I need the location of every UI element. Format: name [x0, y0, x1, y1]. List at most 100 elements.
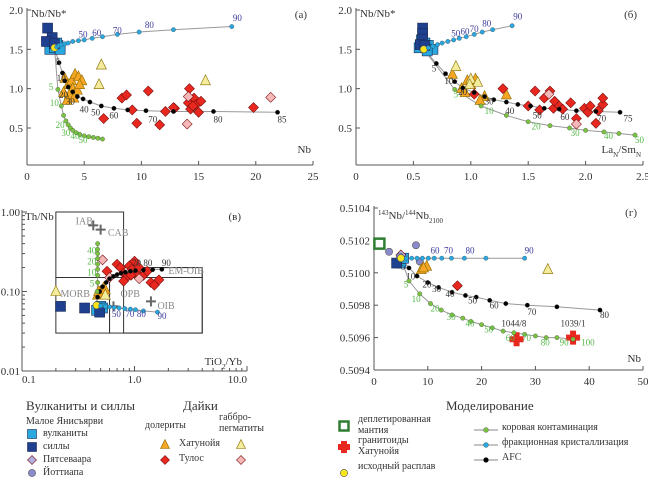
y-tick-label: 0.5 — [338, 123, 352, 135]
panel-label: (г) — [625, 207, 637, 219]
x-tick-label: 2.0 — [579, 171, 593, 183]
data-point — [451, 61, 461, 71]
x-axis-label: Nb — [298, 144, 312, 156]
model-step-label: 40 — [465, 318, 475, 328]
legend-dike-label: Тулос — [179, 453, 204, 464]
y-axis-label: 143Nb/144Nb2100 — [378, 209, 443, 225]
legend-model-symbol-label: гранитоиды Хатунойя — [358, 435, 448, 457]
y-tick-label: 1.0 — [9, 84, 23, 96]
model-point — [516, 102, 520, 106]
model-step-label: 75 — [623, 114, 633, 124]
model-point — [66, 41, 70, 45]
model-step-label: 70 — [148, 114, 158, 124]
model-point — [555, 305, 559, 309]
model-step-label: 50 — [635, 135, 645, 145]
model-step-label: 90 — [157, 311, 167, 321]
model-point — [123, 270, 127, 274]
x-tick-label: 10 — [422, 376, 434, 388]
x-axis-label: LaN/SmN — [602, 144, 641, 159]
model-step-label: 80 — [482, 19, 492, 29]
model-point — [75, 94, 79, 98]
sample-label: 1044/8 — [501, 318, 527, 328]
model-step-label: 10 — [485, 106, 495, 116]
model-step-label: 10 — [87, 267, 97, 277]
legend-model-line-label: фракционная кристаллизация — [502, 437, 628, 448]
legend-modeling-title: Моделирование — [446, 398, 644, 414]
model-step-label: 50 — [484, 325, 494, 335]
model-point — [91, 135, 95, 139]
x-tick-label: 10.0 — [228, 374, 248, 386]
legend-item-label: силлы — [43, 441, 70, 452]
y-tick-label: 0.01 — [1, 366, 20, 378]
model-point — [583, 128, 587, 132]
model-point — [407, 266, 411, 270]
y-tick-label: 0.5102 — [340, 235, 370, 247]
y-tick-label: 0.5100 — [340, 268, 371, 280]
triangle-marker — [237, 440, 246, 449]
x-tick-label: 5 — [81, 171, 87, 183]
model-point — [440, 256, 444, 260]
data-point — [51, 286, 61, 296]
legend-model-line-label: коровая контаминация — [502, 422, 598, 433]
model-point — [61, 113, 65, 117]
model-step-label: 60 — [506, 333, 516, 343]
data-point — [43, 23, 53, 33]
legend-model-symbol-label: деплетированная мантия — [358, 414, 448, 436]
model-point — [171, 27, 175, 31]
model-point — [555, 335, 559, 339]
model-point — [59, 104, 63, 108]
model-step-label: 20 — [458, 87, 468, 97]
circle-marker-icon — [338, 467, 350, 479]
y-tick-label: 2.0 — [338, 5, 352, 17]
model-step-label: 50 — [78, 30, 88, 40]
model-step-label: 70 — [113, 26, 123, 36]
y-axis-label: Th/Nb — [25, 211, 54, 223]
model-point — [463, 293, 467, 297]
model-point — [137, 30, 141, 34]
data-point — [530, 86, 540, 96]
model-step-label: 90 — [525, 245, 535, 255]
data-point — [94, 79, 104, 89]
model-step-label: 20 — [532, 122, 542, 132]
model-point — [439, 308, 443, 312]
legend-line-icon — [474, 456, 498, 464]
triangle-marker-icon — [235, 439, 247, 451]
model-point — [472, 90, 476, 94]
data-point — [385, 248, 392, 255]
model-step-label: 60 — [92, 28, 102, 38]
model-step-label: 90 — [513, 11, 523, 21]
x-tick-label: 40 — [584, 376, 596, 388]
model-step-label: 50 — [533, 111, 543, 121]
model-point — [504, 100, 508, 104]
circle-marker-icon — [26, 467, 38, 479]
x-tick-label: 0 — [24, 171, 30, 183]
model-point — [440, 41, 444, 45]
model-point — [461, 316, 465, 320]
model-step-label: 40 — [446, 289, 456, 299]
model-point — [479, 322, 483, 326]
model-point — [435, 42, 439, 46]
model-step-label: 80 — [541, 338, 551, 348]
x-tick-label: 0.5 — [407, 171, 421, 183]
data-point — [598, 93, 608, 103]
model-point — [415, 256, 419, 260]
model-point — [100, 137, 104, 141]
model-point — [501, 329, 505, 333]
model-step-label: 30 — [432, 284, 442, 294]
legend-line-dot — [484, 458, 489, 463]
model-point — [617, 131, 621, 135]
model-step-label: 50 — [451, 29, 461, 39]
model-step-label: 60 — [560, 112, 570, 122]
model-step-label: 5 — [49, 82, 54, 92]
data-point — [412, 242, 419, 249]
cross-marker-icon — [338, 441, 350, 453]
panel-label: (б) — [624, 9, 637, 21]
model-point — [95, 280, 99, 284]
model-step-label: 50 — [112, 309, 122, 319]
x-tick-label: 20 — [250, 171, 262, 183]
square-marker — [28, 442, 37, 451]
x-tick-label: 1.0 — [464, 171, 478, 183]
model-point — [95, 295, 99, 299]
model-step-label: 70 — [470, 24, 480, 34]
